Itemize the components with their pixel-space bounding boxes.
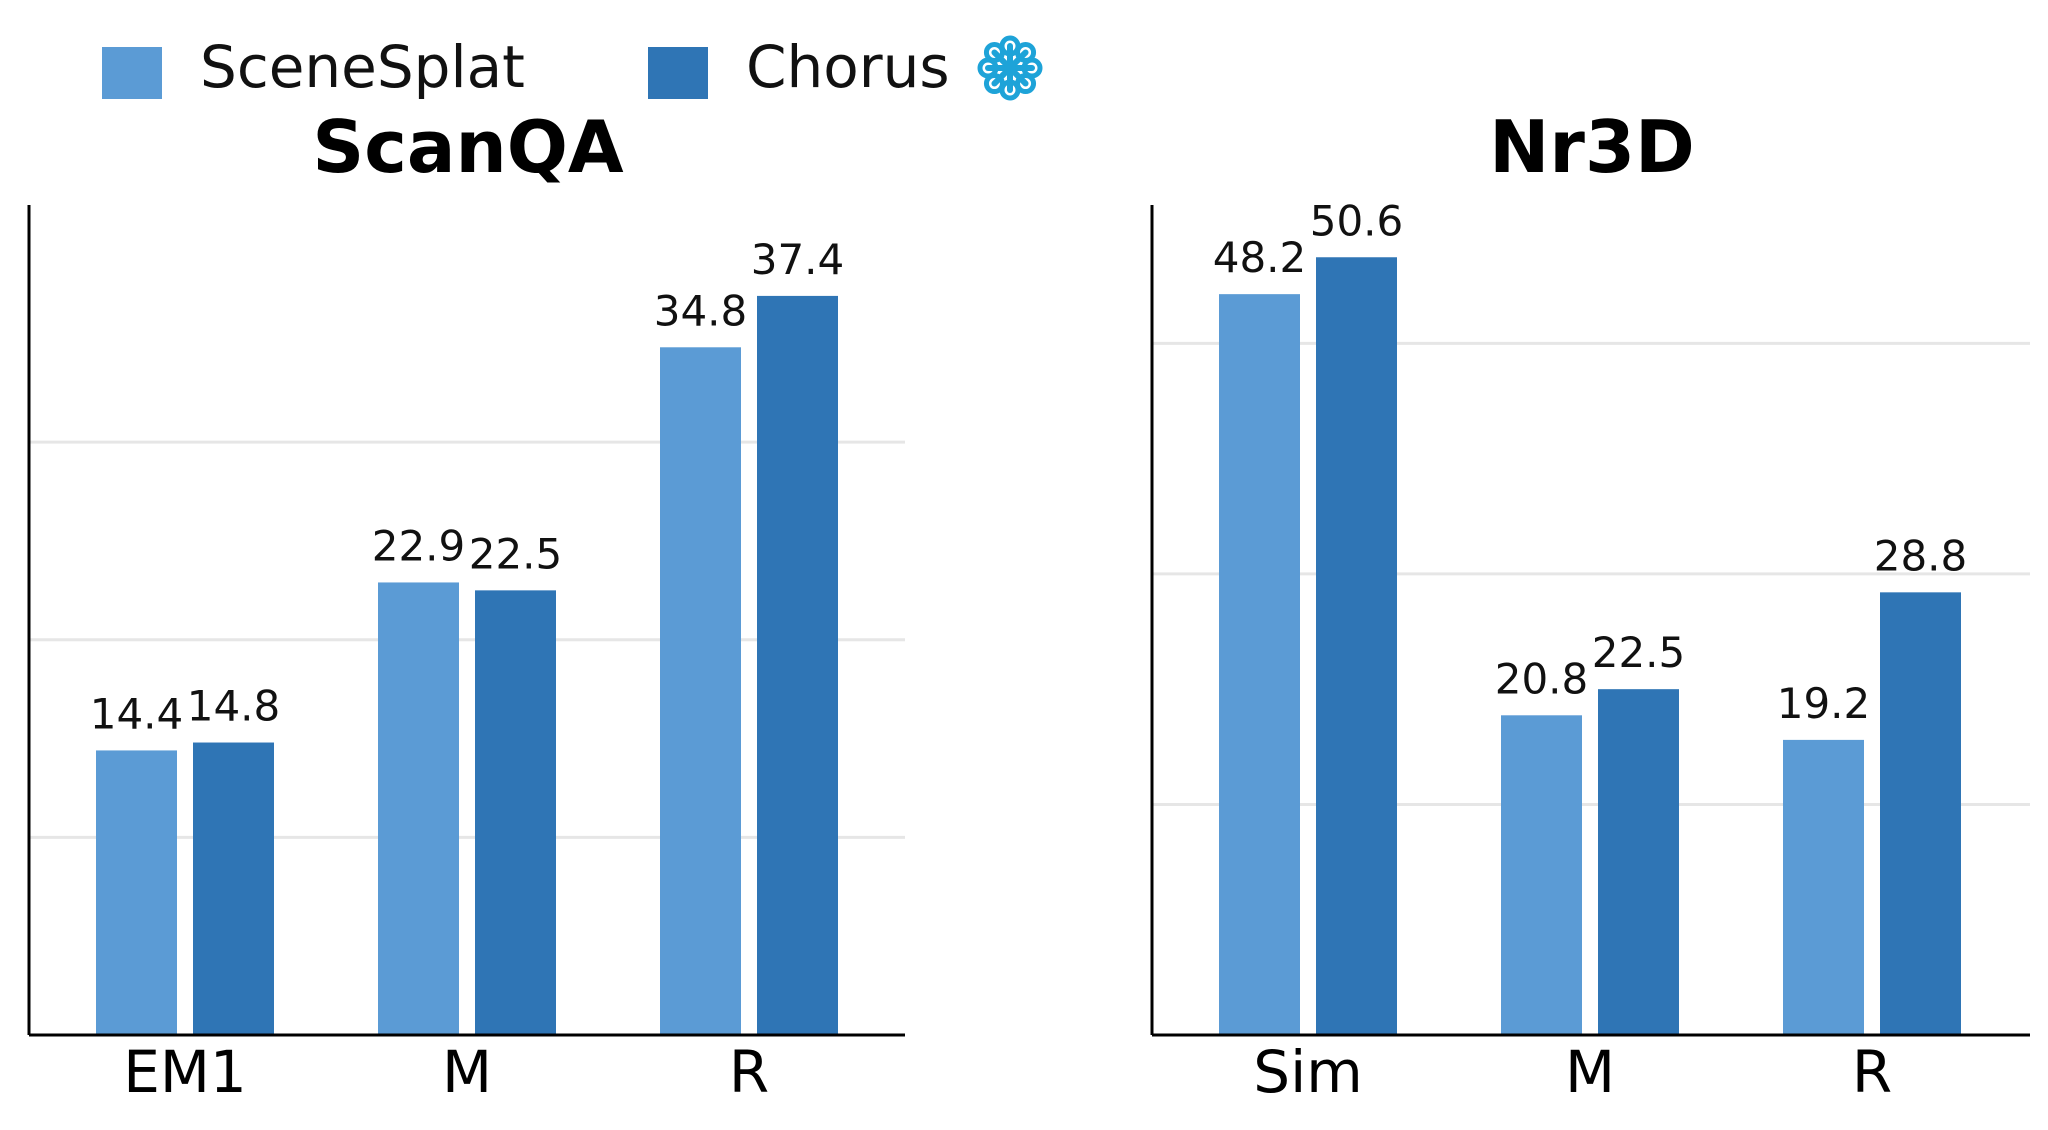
bar-chorus-m	[1598, 689, 1679, 1035]
bar-chorus-sim	[1316, 257, 1397, 1035]
data-label: 37.4	[751, 235, 845, 284]
panel-1: Nr3D 48.250.6 Sim 20.822.5 M 19.2 28.8 R	[1150, 105, 2030, 1106]
chart-title: Nr3D	[1489, 105, 1695, 189]
legend-swatch-0	[102, 47, 162, 99]
legend-swatch-1	[648, 47, 708, 99]
data-label: 14.8	[187, 682, 281, 731]
bar-scenesplat-sim	[1219, 294, 1300, 1035]
legend-label-1: Chorus	[746, 33, 950, 101]
bar-chorus-r	[1880, 592, 1961, 1035]
x-tick-label: R	[729, 1038, 769, 1106]
x-tick-label: EM1	[123, 1038, 247, 1106]
bar-chorus-r	[757, 295, 838, 1035]
chart-title: ScanQA	[312, 105, 624, 189]
bar-scenesplat-r	[1783, 739, 1864, 1035]
legend-label-0: SceneSplat	[200, 33, 525, 101]
bar-scenesplat-em1	[96, 750, 177, 1035]
data-label: 48.2	[1213, 233, 1307, 282]
data-label: 28.8	[1874, 531, 1968, 580]
x-tick-label: R	[1852, 1038, 1892, 1106]
data-label: 20.8	[1495, 654, 1589, 703]
panel-0: ScanQA 14.4 14.8 EM1 22.9 22.5 M 34.837.4 R	[27, 105, 905, 1106]
data-label: 22.9	[372, 521, 466, 570]
bar-chorus-em1	[193, 742, 274, 1035]
data-label: 34.8	[654, 286, 748, 335]
bar-scenesplat-r	[660, 347, 741, 1035]
data-label: 22.5	[1592, 628, 1686, 677]
x-tick-label: M	[1565, 1038, 1615, 1106]
data-label: 14.4	[90, 689, 184, 738]
legend: SceneSplat Chorus	[102, 33, 1043, 101]
x-tick-label: M	[442, 1038, 492, 1106]
data-label: 19.2	[1777, 679, 1871, 728]
data-label: 50.6	[1310, 196, 1404, 245]
data-label: 22.5	[469, 529, 563, 578]
bar-scenesplat-m	[378, 582, 459, 1035]
bar-chorus-m	[475, 590, 556, 1035]
x-tick-label: Sim	[1253, 1038, 1362, 1106]
bar-scenesplat-m	[1501, 715, 1582, 1035]
snowflake-icon	[977, 35, 1043, 101]
